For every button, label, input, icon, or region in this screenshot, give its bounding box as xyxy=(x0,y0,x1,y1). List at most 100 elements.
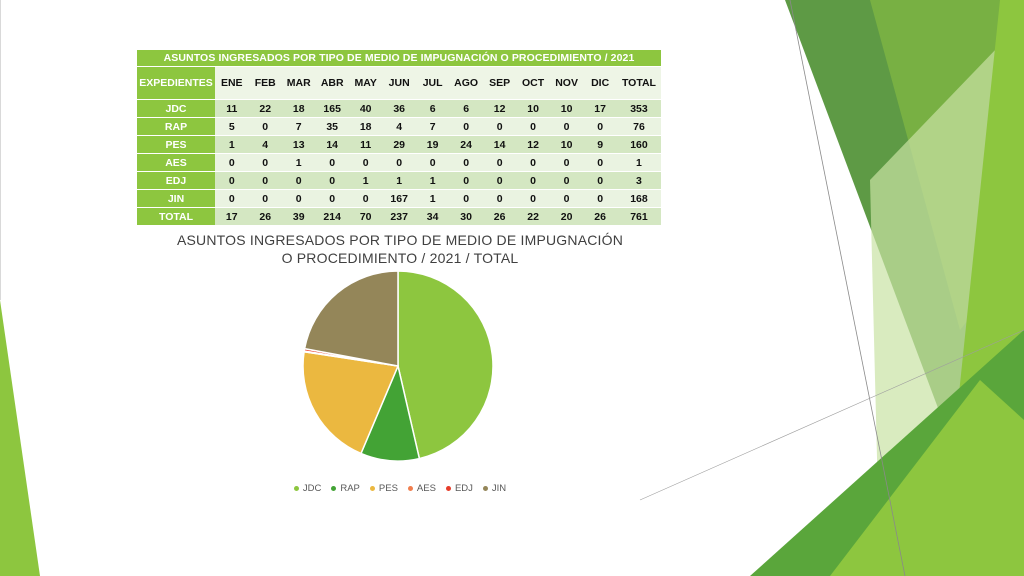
header-month: NOV xyxy=(549,66,584,100)
total-cell: 20 xyxy=(549,207,584,226)
total-cell: 214 xyxy=(315,207,349,226)
table-row: JDC 11 22 18 165 40 36 6 6 12 10 10 17 353 xyxy=(137,99,661,118)
row-label: RAP xyxy=(137,117,215,136)
table-cell: 0 xyxy=(248,189,282,208)
table-cell: 0 xyxy=(315,189,349,208)
table-cell: 0 xyxy=(215,189,249,208)
table-cell: 0 xyxy=(583,189,617,208)
row-label: AES xyxy=(137,153,215,172)
total-cell: 70 xyxy=(348,207,383,226)
table-cell: 35 xyxy=(315,117,349,136)
table-cell: 0 xyxy=(516,189,550,208)
table-cell: 12 xyxy=(482,99,517,118)
chart-title-line-2: O PROCEDIMIENTO / 2021 / TOTAL xyxy=(281,250,519,266)
table-cell: 36 xyxy=(382,99,416,118)
row-label: JDC xyxy=(137,99,215,118)
table-row: PES 1 4 13 14 11 29 19 24 14 12 10 9 160 xyxy=(137,135,661,154)
table-cell: 0 xyxy=(449,153,483,172)
table-cell: 3 xyxy=(616,171,661,190)
table-cell: 10 xyxy=(549,135,584,154)
table-row: AES 0 0 1 0 0 0 0 0 0 0 0 0 1 xyxy=(137,153,661,172)
table-cell: 76 xyxy=(616,117,661,136)
legend-item-rap: RAP xyxy=(331,483,360,494)
table-cell: 4 xyxy=(382,117,416,136)
header-month: SEP xyxy=(482,66,517,100)
table-cell: 6 xyxy=(415,99,450,118)
header-month: TOTAL xyxy=(616,66,661,100)
total-cell: 26 xyxy=(583,207,617,226)
header-month: FEB xyxy=(248,66,282,100)
table-cell: 1 xyxy=(382,171,416,190)
table-cell: 0 xyxy=(482,117,517,136)
total-cell: 34 xyxy=(415,207,450,226)
table-cell: 0 xyxy=(415,153,450,172)
table-cell: 10 xyxy=(516,99,550,118)
table-cell: 0 xyxy=(583,153,617,172)
table-cell: 22 xyxy=(248,99,282,118)
table-cell: 0 xyxy=(348,153,383,172)
table-cell: 0 xyxy=(482,189,517,208)
table-cell: 0 xyxy=(348,189,383,208)
header-month: ABR xyxy=(315,66,349,100)
header-month: DIC xyxy=(583,66,617,100)
legend-item-jdc: JDC xyxy=(293,483,322,494)
table-cell: 1 xyxy=(415,189,450,208)
table-title: ASUNTOS INGRESADOS POR TIPO DE MEDIO DE … xyxy=(137,50,661,67)
table-cell: 14 xyxy=(482,135,517,154)
table-cell: 0 xyxy=(549,153,584,172)
right-thin-line xyxy=(789,0,906,576)
table-cell: 0 xyxy=(281,171,316,190)
pie-chart xyxy=(302,270,494,462)
header-month: ENE xyxy=(215,66,249,100)
data-table: ASUNTOS INGRESADOS POR TIPO DE MEDIO DE … xyxy=(137,50,661,226)
total-cell: 237 xyxy=(382,207,416,226)
table-cell: 0 xyxy=(315,153,349,172)
right-shard-bottom-light xyxy=(830,380,1024,576)
table-cell: 353 xyxy=(616,99,661,118)
legend-label: JDC xyxy=(302,483,322,494)
table-cell: 1 xyxy=(281,153,316,172)
table-total-row: TOTAL 17 26 39 214 70 237 34 30 26 22 20 26 761 xyxy=(137,207,661,226)
table-cell: 12 xyxy=(516,135,550,154)
legend-swatch xyxy=(369,486,375,491)
legend-swatch xyxy=(482,486,488,491)
legend-item-edj: EDJ xyxy=(445,483,473,494)
table-cell: 7 xyxy=(415,117,450,136)
legend-swatch xyxy=(293,486,299,491)
left-edge-line xyxy=(0,0,1,300)
table-cell: 0 xyxy=(482,153,517,172)
table-cell: 0 xyxy=(516,153,550,172)
table-cell: 1 xyxy=(616,153,661,172)
chart-legend: JDC RAP PES AES EDJ JIN xyxy=(293,483,506,494)
header-expedientes: EXPEDIENTES xyxy=(137,66,215,100)
table-cell: 0 xyxy=(248,153,282,172)
table-cell: 167 xyxy=(382,189,416,208)
table-cell: 0 xyxy=(549,117,584,136)
table-cell: 0 xyxy=(215,171,249,190)
table-row: RAP 5 0 7 35 18 4 7 0 0 0 0 0 76 xyxy=(137,117,661,136)
header-month: MAY xyxy=(348,66,383,100)
pie-slice-pes xyxy=(302,350,400,455)
table-cell: 5 xyxy=(215,117,249,136)
table-cell: 0 xyxy=(382,153,416,172)
row-label: PES xyxy=(137,135,215,154)
table-cell: 14 xyxy=(315,135,349,154)
table-cell: 18 xyxy=(281,99,316,118)
table-row: JIN 0 0 0 0 0 167 1 0 0 0 0 0 168 xyxy=(137,189,661,208)
legend-label: PES xyxy=(378,483,398,494)
header-month: JUL xyxy=(415,66,450,100)
total-cell: 17 xyxy=(215,207,249,226)
table-cell: 165 xyxy=(315,99,349,118)
table-cell: 29 xyxy=(382,135,416,154)
table-cell: 0 xyxy=(248,117,282,136)
table-cell: 11 xyxy=(348,135,383,154)
table-cell: 0 xyxy=(215,153,249,172)
table-cell: 0 xyxy=(248,171,282,190)
table-cell: 1 xyxy=(415,171,450,190)
header-month: JUN xyxy=(382,66,416,100)
row-label-total: TOTAL xyxy=(137,207,215,226)
table-cell: 0 xyxy=(449,117,483,136)
legend-swatch xyxy=(445,486,451,491)
table-cell: 0 xyxy=(315,171,349,190)
